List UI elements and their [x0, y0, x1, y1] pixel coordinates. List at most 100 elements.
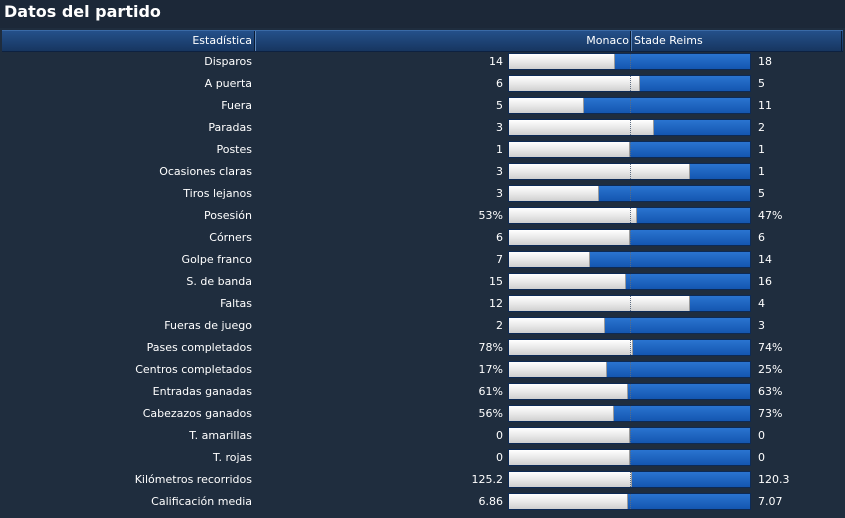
comparison-bar	[508, 493, 751, 510]
header-divider-light	[631, 31, 632, 51]
away-value: 18	[758, 55, 772, 68]
stat-label: S. de banda	[186, 275, 252, 288]
away-value: 4	[758, 297, 765, 310]
stat-row: Centros completados 17% 25%	[0, 359, 845, 381]
home-bar-fill	[509, 450, 630, 465]
home-bar-fill	[509, 208, 637, 223]
stat-label: A puerta	[204, 77, 252, 90]
stat-label: Ocasiones claras	[159, 165, 252, 178]
stat-row: T. amarillas 0 0	[0, 425, 845, 447]
bar-midline	[630, 186, 631, 201]
comparison-bar	[508, 427, 751, 444]
header-stat-label: Estadística	[192, 34, 252, 47]
bar-midline	[630, 120, 631, 135]
away-value: 1	[758, 143, 765, 156]
header-divider-light	[255, 31, 256, 51]
stat-label: Entradas ganadas	[152, 385, 252, 398]
away-value: 0	[758, 429, 765, 442]
header-divider	[841, 31, 842, 51]
away-value: 74%	[758, 341, 783, 354]
home-value: 3	[496, 187, 503, 200]
home-value: 6	[496, 77, 503, 90]
stat-row: Tiros lejanos 3 5	[0, 183, 845, 205]
away-value: 0	[758, 451, 765, 464]
bar-midline	[630, 384, 631, 399]
comparison-bar	[508, 119, 751, 136]
bar-midline	[630, 428, 631, 443]
away-value: 2	[758, 121, 765, 134]
comparison-bar	[508, 75, 751, 92]
comparison-bar	[508, 471, 751, 488]
stat-label: Kilómetros recorridos	[134, 473, 252, 486]
home-bar-fill	[509, 340, 633, 355]
comparison-bar	[508, 317, 751, 334]
away-value: 5	[758, 187, 765, 200]
header-away-team: Stade Reims	[634, 34, 703, 47]
home-bar-fill	[509, 472, 632, 487]
comparison-bar	[508, 207, 751, 224]
bar-midline	[630, 76, 631, 91]
home-value: 1	[496, 143, 503, 156]
stat-label: Córners	[209, 231, 252, 244]
stat-row: Faltas 12 4	[0, 293, 845, 315]
stat-row: Cabezazos ganados 56% 73%	[0, 403, 845, 425]
away-value: 63%	[758, 385, 783, 398]
stat-label: Tiros lejanos	[183, 187, 252, 200]
bar-midline	[630, 274, 631, 289]
bar-midline	[630, 252, 631, 267]
home-value: 6.86	[478, 495, 504, 508]
comparison-bar	[508, 163, 751, 180]
home-value: 6	[496, 231, 503, 244]
comparison-bar	[508, 449, 751, 466]
home-bar-fill	[509, 428, 630, 443]
home-value: 53%	[478, 209, 503, 222]
stat-label: Paradas	[208, 121, 252, 134]
home-value: 56%	[478, 407, 503, 420]
home-bar-fill	[509, 274, 626, 289]
stat-label: Golpe franco	[181, 253, 252, 266]
home-bar-fill	[509, 384, 628, 399]
stats-header: Estadística Monaco Stade Reims	[2, 30, 843, 52]
home-value: 0	[496, 429, 503, 442]
bar-midline	[630, 472, 631, 487]
away-value: 11	[758, 99, 772, 112]
away-value: 1	[758, 165, 765, 178]
home-value: 7	[496, 253, 503, 266]
bar-midline	[630, 142, 631, 157]
away-value: 73%	[758, 407, 783, 420]
stat-label: Disparos	[204, 55, 252, 68]
bar-midline	[630, 164, 631, 179]
home-bar-fill	[509, 252, 590, 267]
home-bar-fill	[509, 54, 615, 69]
stat-row: Fueras de juego 2 3	[0, 315, 845, 337]
away-value: 5	[758, 77, 765, 90]
stat-row: A puerta 6 5	[0, 73, 845, 95]
comparison-bar	[508, 339, 751, 356]
stat-row: Posesión 53% 47%	[0, 205, 845, 227]
stat-row: Entradas ganadas 61% 63%	[0, 381, 845, 403]
comparison-bar	[508, 405, 751, 422]
away-value: 7.07	[758, 495, 783, 508]
stat-row: S. de banda 15 16	[0, 271, 845, 293]
bar-midline	[630, 406, 631, 421]
stat-row: Córners 6 6	[0, 227, 845, 249]
home-value: 15	[489, 275, 503, 288]
comparison-bar	[508, 273, 751, 290]
stat-label: Calificación media	[151, 495, 252, 508]
home-value: 0	[496, 451, 503, 464]
home-value: 12	[489, 297, 503, 310]
home-bar-fill	[509, 142, 630, 157]
bar-midline	[630, 54, 631, 69]
stat-row: Paradas 3 2	[0, 117, 845, 139]
away-value: 3	[758, 319, 765, 332]
comparison-bar	[508, 251, 751, 268]
stat-label: Fuera	[221, 99, 252, 112]
title-bar: Datos del partido	[0, 0, 845, 28]
away-value: 14	[758, 253, 772, 266]
away-value: 6	[758, 231, 765, 244]
home-bar-fill	[509, 164, 690, 179]
bar-midline	[630, 450, 631, 465]
home-bar-fill	[509, 230, 630, 245]
home-bar-fill	[509, 98, 584, 113]
home-value: 5	[496, 99, 503, 112]
